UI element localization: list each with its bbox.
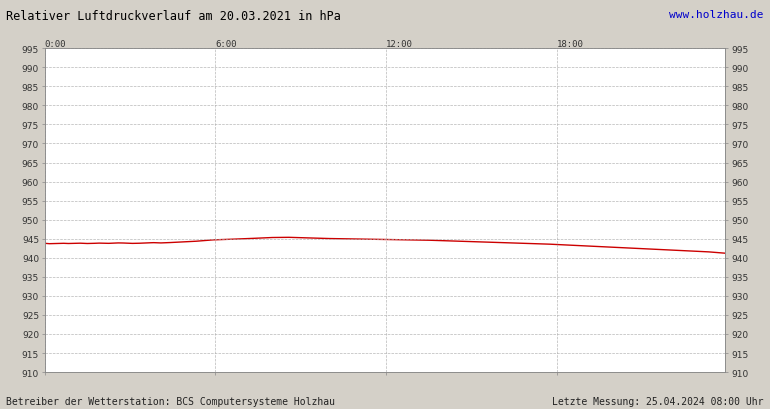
Text: Betreiber der Wetterstation: BCS Computersysteme Holzhau: Betreiber der Wetterstation: BCS Compute…	[6, 396, 335, 406]
Text: 12:00: 12:00	[387, 39, 413, 48]
Text: 18:00: 18:00	[557, 39, 584, 48]
Text: Relativer Luftdruckverlauf am 20.03.2021 in hPa: Relativer Luftdruckverlauf am 20.03.2021…	[6, 10, 341, 23]
Text: 0:00: 0:00	[45, 39, 66, 48]
Text: 6:00: 6:00	[216, 39, 237, 48]
Text: www.holzhau.de: www.holzhau.de	[669, 10, 764, 20]
Text: Letzte Messung: 25.04.2024 08:00 Uhr: Letzte Messung: 25.04.2024 08:00 Uhr	[552, 396, 764, 406]
